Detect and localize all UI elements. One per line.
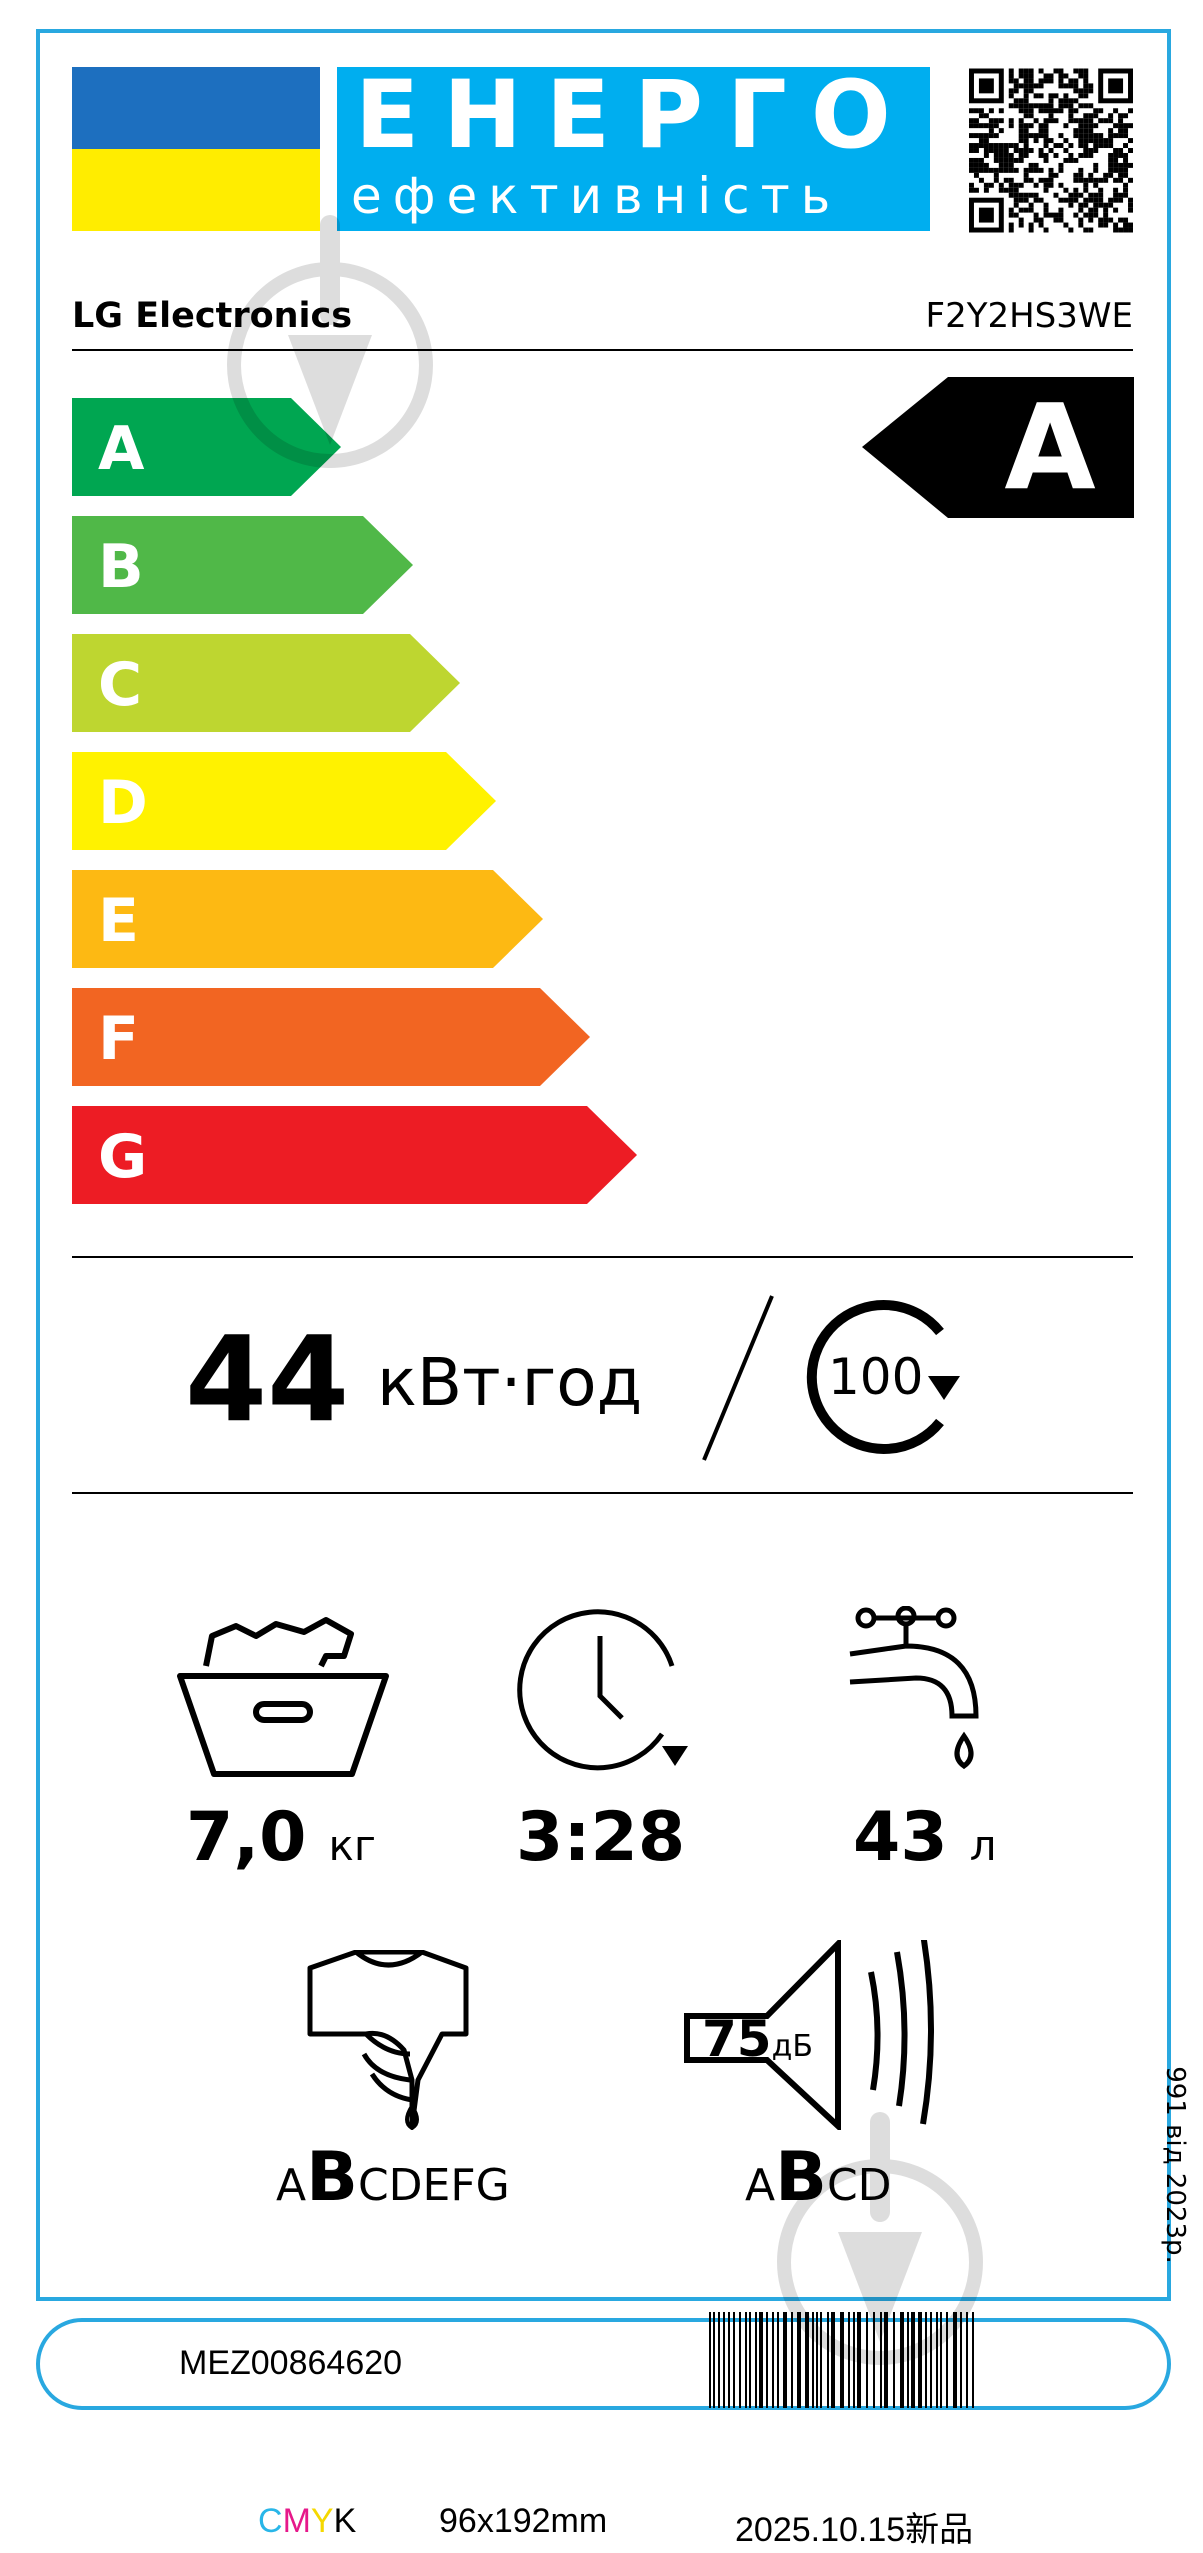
divider (72, 1256, 1133, 1258)
cycles-icon (806, 1300, 960, 1454)
energy-class-label: E (98, 886, 139, 956)
capacity-unit: кг (328, 1821, 376, 1870)
energy-class-bar-d (72, 752, 496, 850)
energy-class-bar-g (72, 1106, 637, 1204)
label-size: 96x192mm (439, 2502, 608, 2540)
ukraine-flag-yellow (72, 149, 320, 231)
water-unit: л (969, 1821, 997, 1870)
duration-value: 3:28 (516, 1798, 686, 1877)
water-tap-icon (849, 1606, 979, 1770)
capacity-value: 7,0 (186, 1798, 307, 1877)
rated-class-arrow (862, 377, 1134, 518)
slash-divider (702, 1295, 774, 1461)
energy-class-bar-b (72, 516, 413, 614)
energy-class-label: G (98, 1122, 147, 1192)
cycles-count: 100 (828, 1348, 924, 1406)
logo-title-bottom: ефективність (351, 167, 842, 225)
noise-value: 75 (702, 2010, 772, 2068)
capacity-metric: 7,0 кг (186, 1804, 376, 1872)
energy-class-bar-f (72, 988, 590, 1086)
noise-class-after: CD (826, 2160, 892, 2211)
logo-title-top: ЕНЕРГО (355, 67, 915, 170)
noise-level: 75дБ (702, 2014, 813, 2064)
noise-unit: дБ (771, 2029, 813, 2064)
divider (72, 349, 1133, 351)
energy-class-label: C (98, 650, 142, 720)
label-frame (36, 29, 1171, 2301)
energy-class-label: F (98, 1004, 139, 1074)
spin-class-after: CDEFG (357, 2160, 510, 2211)
cmyk-c: C (258, 2502, 283, 2540)
cmyk-marker: CMYK (258, 2502, 356, 2541)
cmyk-k: K (333, 2502, 357, 2540)
model-identifier: F2Y2HS3WE (925, 296, 1133, 336)
laundry-basket-icon (177, 1617, 389, 1777)
divider (72, 1492, 1133, 1494)
spin-class-before: A (276, 2160, 307, 2211)
barcode (709, 2312, 974, 2408)
watermark-plug-icon (227, 215, 433, 468)
watermark-plug-icon (777, 2112, 983, 2365)
spin-class-scale: ABCDEFG (276, 2144, 510, 2212)
spin-class-selected: B (306, 2138, 358, 2217)
clock-icon (517, 1609, 688, 1771)
water-metric: 43 л (853, 1804, 997, 1872)
print-date: 2025.10.15新品 (735, 2511, 974, 2549)
noise-class-scale: ABCD (745, 2144, 892, 2212)
energy-consumption-value: 44 (185, 1310, 350, 1448)
regulation-reference: 991 від 2023р. (1160, 2066, 1190, 2264)
spin-drying-shirt-icon (307, 1950, 469, 2130)
noise-class-before: A (745, 2160, 776, 2211)
water-value: 43 (853, 1798, 948, 1877)
energy-class-scale: ABCDEFG (72, 398, 637, 1204)
rated-class-letter: A (1004, 378, 1096, 516)
speaker-icon (684, 1940, 934, 2130)
noise-class-selected: B (775, 2138, 827, 2217)
qr-code-icon[interactable] (969, 67, 1133, 234)
energy-class-label: A (98, 414, 145, 484)
ukraine-flag-blue (72, 67, 320, 149)
energy-consumption-unit: кВт·год (377, 1344, 643, 1421)
energy-efficiency-logo: ЕНЕРГО ефективність (337, 67, 930, 231)
energy-class-label: B (98, 532, 144, 602)
barcode-strip (36, 2318, 1171, 2410)
energy-class-bar-e (72, 870, 543, 968)
supplier-name: LG Electronics (72, 296, 353, 336)
cmyk-y: Y (310, 2502, 334, 2540)
energy-class-bar-a (72, 398, 341, 496)
cmyk-m: M (282, 2502, 311, 2540)
energy-class-bar-c (72, 634, 460, 732)
part-number: MEZ00864620 (179, 2344, 403, 2382)
energy-class-label: D (98, 768, 148, 838)
